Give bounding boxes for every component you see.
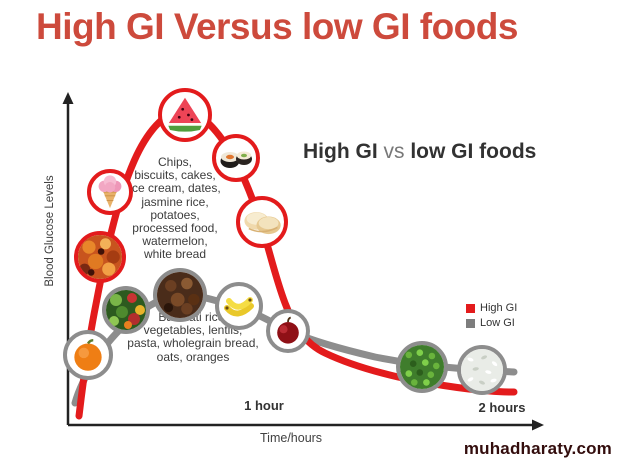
bread-icon [236, 196, 288, 248]
low-gi-food-list: Basmati rice, vegetables, lentils, pasta… [127, 310, 259, 364]
chart-title: High GI vs low GI foods [303, 140, 536, 164]
sushi-icon [212, 134, 260, 182]
watermark: muhadharaty.com [463, 439, 612, 458]
legend-label-low-gi: Low GI [480, 317, 515, 329]
legend-item-high-gi: High GI [466, 302, 517, 314]
rice-icon [457, 345, 507, 395]
legend-item-low-gi: Low GI [466, 317, 517, 329]
high-gi-swatch [466, 303, 475, 313]
vegetables-icon [102, 286, 150, 334]
low-gi-swatch [466, 318, 475, 328]
chart-title-low-gi: low GI foods [410, 140, 537, 163]
y-axis-label: Blood Glucose Levels [44, 175, 56, 287]
x-axis-label: Time/hours [260, 431, 323, 445]
legend-label-high-gi: High GI [480, 302, 518, 314]
banana-icon [215, 282, 263, 330]
chips-icon [74, 231, 126, 283]
chart-title-high-gi: High GI [303, 140, 378, 163]
lentils-icon [153, 268, 207, 322]
x-tick-1-hour: 1 hour [244, 398, 284, 413]
x-tick-2-hours: 2 hours [478, 400, 526, 415]
apple-icon [266, 309, 310, 353]
chart-title-vs: vs [377, 140, 411, 163]
legend: High GI Low GI [466, 302, 517, 332]
page-title: High GI Versus low GI foods [36, 6, 518, 47]
high-gi-food-list: Chips, biscuits, cakes, ice cream, dates… [129, 155, 221, 262]
watermelon-icon [158, 88, 212, 142]
orange-icon [63, 330, 113, 380]
peas-icon [396, 341, 448, 393]
ice-cream-icon [87, 169, 133, 215]
